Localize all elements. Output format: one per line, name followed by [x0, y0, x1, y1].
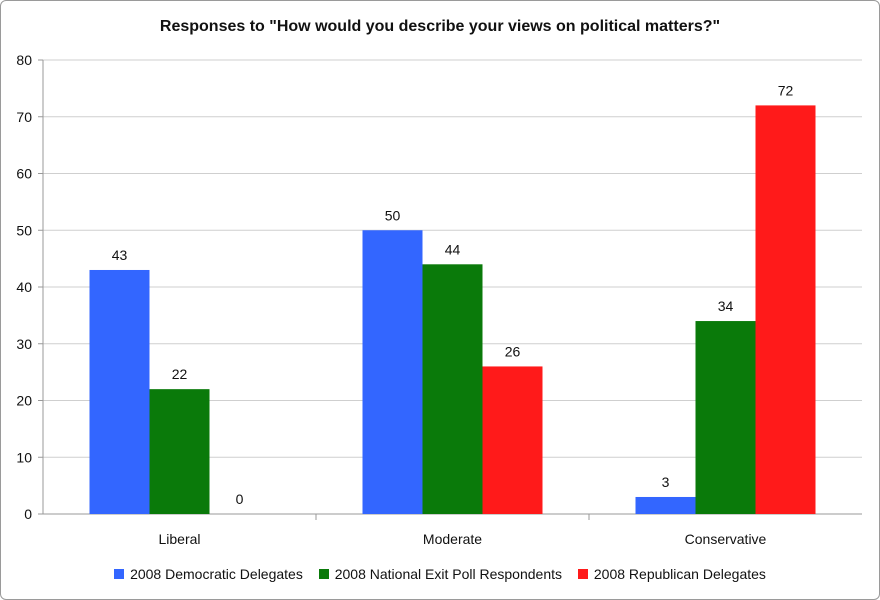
- bar-moderate-s1: [422, 264, 483, 514]
- y-tick-label-70: 70: [16, 109, 32, 125]
- x-tick-label-conservative: Conservative: [685, 531, 767, 547]
- bar-moderate-s2: [482, 366, 543, 514]
- data-label-liberal-s2: 0: [236, 491, 244, 507]
- bar-conservative-s1: [695, 321, 756, 514]
- y-tick-label-40: 40: [16, 279, 32, 295]
- data-label-moderate-s1: 44: [445, 241, 461, 257]
- y-tick-label-60: 60: [16, 166, 32, 182]
- x-tick-label-liberal: Liberal: [158, 531, 200, 547]
- legend-swatch-exit-poll: [318, 569, 329, 579]
- bar-liberal-s0: [89, 269, 150, 514]
- legend-item-republican: 2008 Republican Delegates: [577, 566, 766, 582]
- y-tick-label-80: 80: [16, 52, 32, 68]
- data-label-moderate-s2: 26: [505, 343, 521, 359]
- y-tick-label-30: 30: [16, 336, 32, 352]
- legend: 2008 Democratic Delegates 2008 National …: [0, 566, 880, 582]
- data-label-conservative-s0: 3: [662, 474, 670, 490]
- legend-label-republican: 2008 Republican Delegates: [593, 566, 766, 582]
- data-label-liberal-s0: 43: [112, 247, 128, 263]
- chart-title: Responses to "How would you describe you…: [159, 18, 721, 35]
- data-label-liberal-s1: 22: [172, 366, 188, 382]
- bar-liberal-s1: [149, 389, 210, 514]
- legend-swatch-democratic: [114, 569, 125, 579]
- bar-moderate-s0: [362, 230, 423, 514]
- y-tick-label-0: 0: [24, 506, 32, 522]
- legend-label-exit-poll: 2008 National Exit Poll Respondents: [334, 566, 562, 582]
- data-label-moderate-s0: 50: [385, 207, 401, 223]
- y-tick-label-50: 50: [16, 222, 32, 238]
- legend-label-democratic: 2008 Democratic Delegates: [130, 566, 303, 582]
- x-tick-label-moderate: Moderate: [423, 531, 482, 547]
- data-label-conservative-s1: 34: [718, 298, 734, 314]
- bar-conservative-s0: [635, 496, 696, 514]
- legend-item-exit-poll: 2008 National Exit Poll Respondents: [318, 566, 562, 582]
- legend-swatch-republican: [577, 569, 588, 579]
- data-label-conservative-s2: 72: [778, 82, 794, 98]
- y-tick-label-10: 10: [16, 449, 32, 465]
- bar-conservative-s2: [755, 105, 816, 515]
- legend-item-democratic: 2008 Democratic Delegates: [114, 566, 303, 582]
- y-tick-label-20: 20: [16, 393, 32, 409]
